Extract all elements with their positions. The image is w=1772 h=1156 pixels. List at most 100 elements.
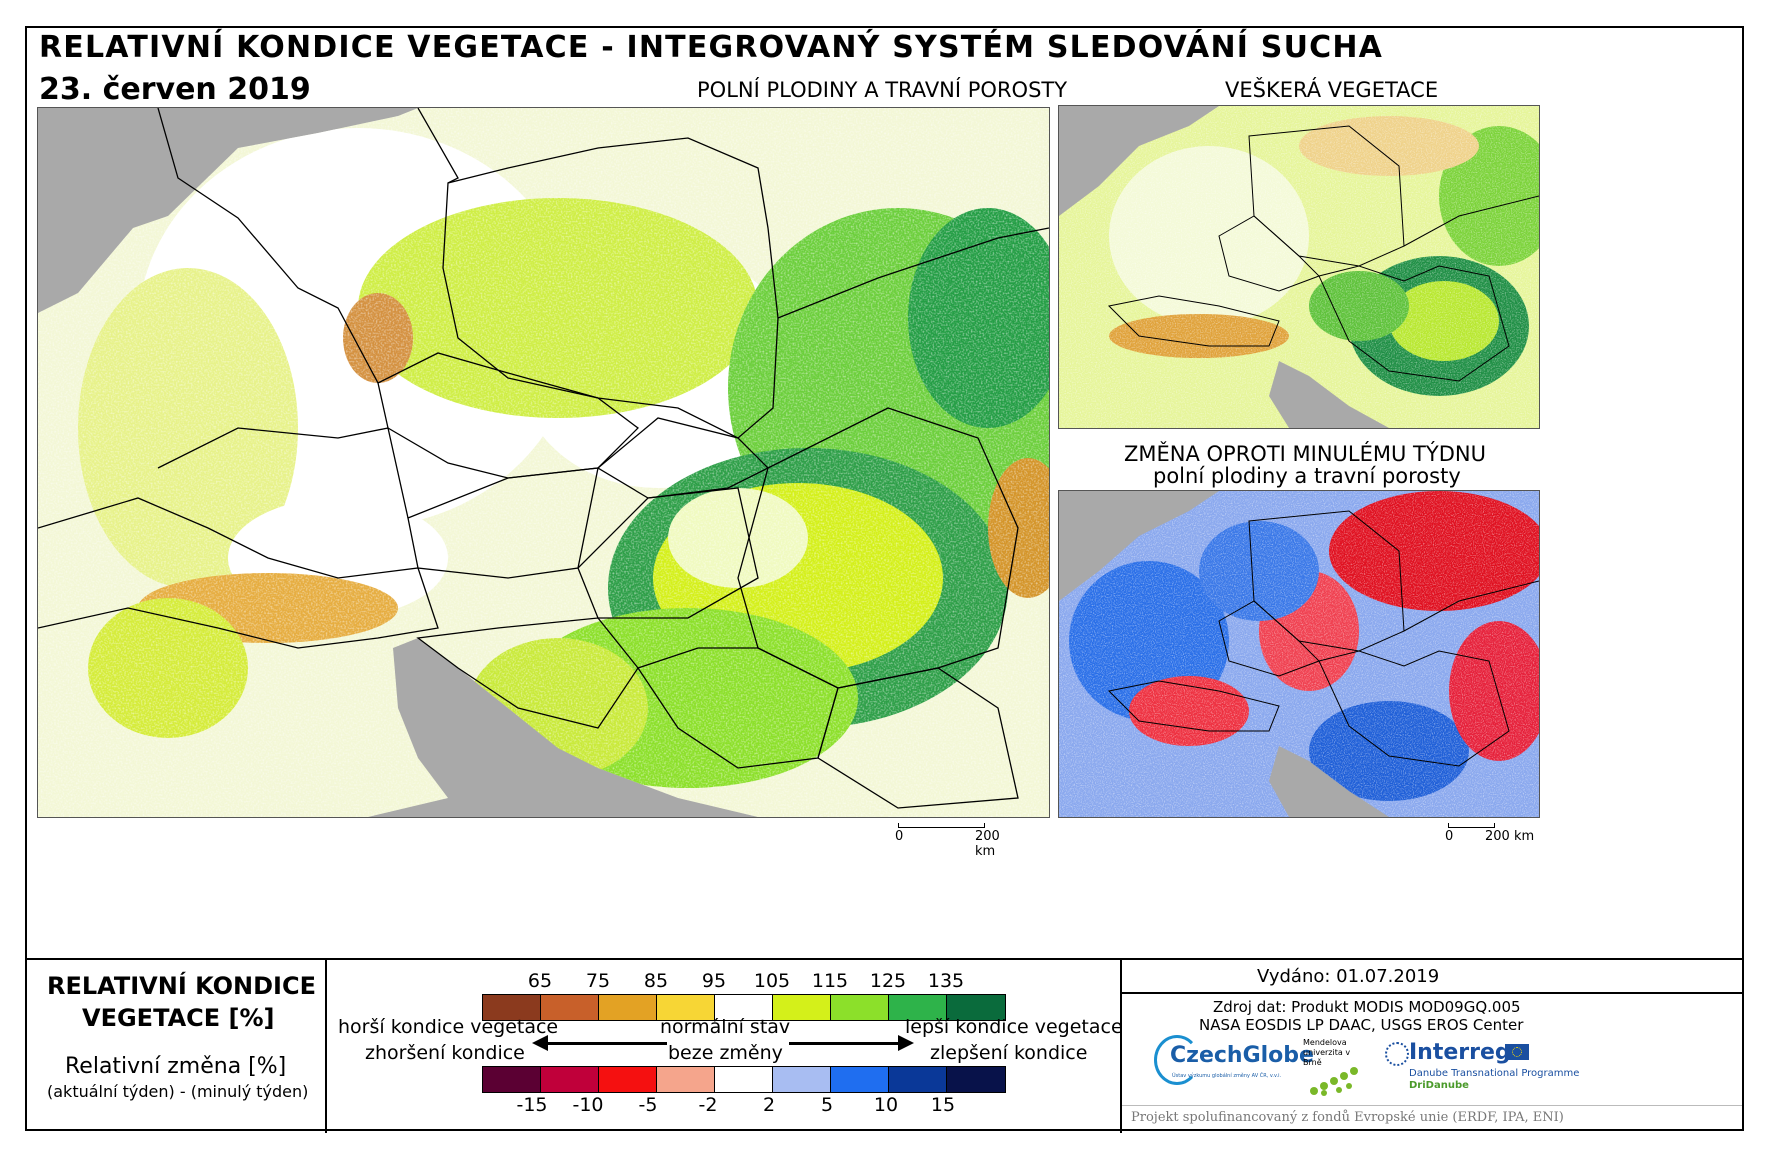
condition-color-swatch [947, 995, 1005, 1020]
scale-bar-line [898, 823, 985, 828]
condition-color-swatch [599, 995, 657, 1020]
normal-state-label: normální stav [660, 1016, 791, 1038]
funding-divider [1122, 1105, 1742, 1106]
change-legend-formula: (aktuální týden) - (minulý týden) [47, 1082, 309, 1101]
condition-color-swatch [715, 995, 773, 1020]
change-color-swatch [657, 1067, 715, 1092]
data-source-line1: Zdroj dat: Produkt MODIS MOD09GQ.005 [1213, 998, 1521, 1016]
mendel-logo: Mendelova univerzita v Brně [1303, 1038, 1378, 1098]
czechglobe-text: CzechGlobe [1170, 1043, 1314, 1068]
all-vegetation-borders [1107, 125, 1539, 382]
change-color-swatch [599, 1067, 657, 1092]
all-vegetation-layer [1059, 106, 1539, 428]
scale-distance-label: 200 km [1485, 829, 1535, 844]
legend-divider-right [1120, 960, 1122, 1133]
dridanube-text: DriDanube [1409, 1080, 1469, 1091]
change-color-swatch [947, 1067, 1005, 1092]
change-layer [1059, 491, 1539, 817]
czechglobe-swoosh-icon [1154, 1035, 1200, 1085]
funding-note: Projekt spolufinancovaný z fondů Evropsk… [1131, 1110, 1564, 1125]
interreg-subtext: Danube Transnational Programme [1409, 1068, 1580, 1079]
change-map-subtitle: polní plodiny a travní porosty [1153, 464, 1461, 488]
info-divider [1122, 992, 1742, 994]
condition-tick: 95 [701, 970, 727, 992]
interreg-star-icon [1385, 1042, 1409, 1066]
all-vegetation-map [1058, 105, 1540, 429]
change-tick: 2 [762, 1094, 776, 1116]
condition-ticks: 65 75 85 95 105 115 125 135 [482, 970, 964, 992]
page-title: RELATIVNÍ KONDICE VEGETACE - INTEGROVANÝ… [39, 30, 1384, 65]
right-arrow-shaft [789, 1042, 899, 1045]
scale-bar-small: 0 200 km [1445, 823, 1545, 844]
change-color-swatch [541, 1067, 599, 1092]
worsened-label: zhoršení kondice [365, 1042, 525, 1064]
better-condition-label: lepší kondice vegetace [905, 1016, 1123, 1038]
worse-condition-label: horší kondice vegetace [338, 1016, 559, 1038]
change-map-title: ZMĚNA OPROTI MINULÉMU TÝDNU [1124, 442, 1486, 466]
change-color-swatch [483, 1067, 541, 1092]
condition-color-swatch [541, 995, 599, 1020]
interreg-logo: Interreg Danube Transnational Programme … [1385, 1040, 1579, 1100]
issued-date: Vydáno: 01.07.2019 [1257, 966, 1440, 987]
data-source-line2: NASA EOSDIS LP DAAC, USGS EROS Center [1199, 1016, 1524, 1034]
czechglobe-subtext: Ústav výzkumu globální změny AV ČR, v.v.… [1172, 1073, 1282, 1079]
condition-color-swatch [889, 995, 947, 1020]
change-color-swatch [773, 1067, 831, 1092]
condition-tick: 85 [643, 970, 669, 992]
condition-tick: 115 [811, 970, 849, 992]
change-tick: -10 [572, 1094, 604, 1116]
main-map-canvas [38, 108, 1049, 817]
legend-title-line2: VEGETACE [%] [82, 1004, 275, 1032]
condition-color-swatch [831, 995, 889, 1020]
condition-tick: 65 [527, 970, 553, 992]
legend-area: RELATIVNÍ KONDICE VEGETACE [%] Relativní… [27, 958, 1742, 1133]
condition-tick: 125 [869, 970, 907, 992]
change-color-swatch [889, 1067, 947, 1092]
all-vegetation-title: VEŠKERÁ VEGETACE [1225, 78, 1439, 102]
left-arrow-icon [532, 1035, 548, 1051]
change-tick: -15 [516, 1094, 548, 1116]
change-colorbar [482, 1066, 1006, 1093]
change-ticks: -15 -10 -5 -2 2 5 10 15 [482, 1094, 956, 1116]
mendel-text: Mendelova univerzita v Brně [1303, 1038, 1351, 1067]
condition-color-swatch [773, 995, 831, 1020]
change-tick: 5 [820, 1094, 834, 1116]
right-arrow-icon [898, 1035, 914, 1051]
change-map [1058, 490, 1540, 818]
eu-flag-icon [1505, 1044, 1529, 1060]
scale-zero-label: 0 [895, 829, 904, 844]
date-label: 23. červen 2019 [39, 72, 311, 107]
scale-bar-line [1448, 823, 1495, 828]
change-legend-title: Relativní změna [%] [65, 1054, 287, 1079]
country-borders [38, 108, 1049, 809]
improved-label: zlepšení kondice [930, 1042, 1088, 1064]
unchanged-label: beze změny [668, 1042, 783, 1064]
condition-tick: 75 [585, 970, 611, 992]
change-tick: 10 [873, 1094, 899, 1116]
scale-zero-label: 0 [1445, 829, 1454, 844]
change-tick: -5 [638, 1094, 658, 1116]
condition-tick: 135 [927, 970, 965, 992]
czechglobe-logo: CzechGlobe Ústav výzkumu globální změny … [1154, 1035, 1314, 1085]
mendel-dots-icon [1310, 1067, 1358, 1096]
change-map-canvas [1059, 491, 1539, 817]
scale-bar-main: 0 200 km [895, 823, 1015, 859]
scale-distance-label: 200 km [975, 829, 1000, 859]
map-sheet: RELATIVNÍ KONDICE VEGETACE - INTEGROVANÝ… [25, 26, 1744, 1133]
change-tick: 15 [930, 1094, 956, 1116]
change-tick: -2 [698, 1094, 718, 1116]
vegetation-layer [38, 108, 1049, 817]
interreg-text: Interreg [1409, 1040, 1511, 1065]
main-map-title: POLNÍ PLODINY A TRAVNÍ POROSTY [697, 78, 1068, 102]
condition-color-swatch [483, 995, 541, 1020]
change-color-swatch [831, 1067, 889, 1092]
legend-divider-left [325, 960, 327, 1133]
all-vegetation-canvas [1059, 106, 1539, 428]
change-map-borders [1107, 510, 1539, 767]
change-color-swatch [715, 1067, 773, 1092]
condition-color-swatch [657, 995, 715, 1020]
main-map [37, 107, 1050, 818]
condition-colorbar [482, 994, 1006, 1021]
left-arrow-shaft [547, 1042, 667, 1045]
legend-title-line1: RELATIVNÍ KONDICE [47, 972, 316, 1000]
